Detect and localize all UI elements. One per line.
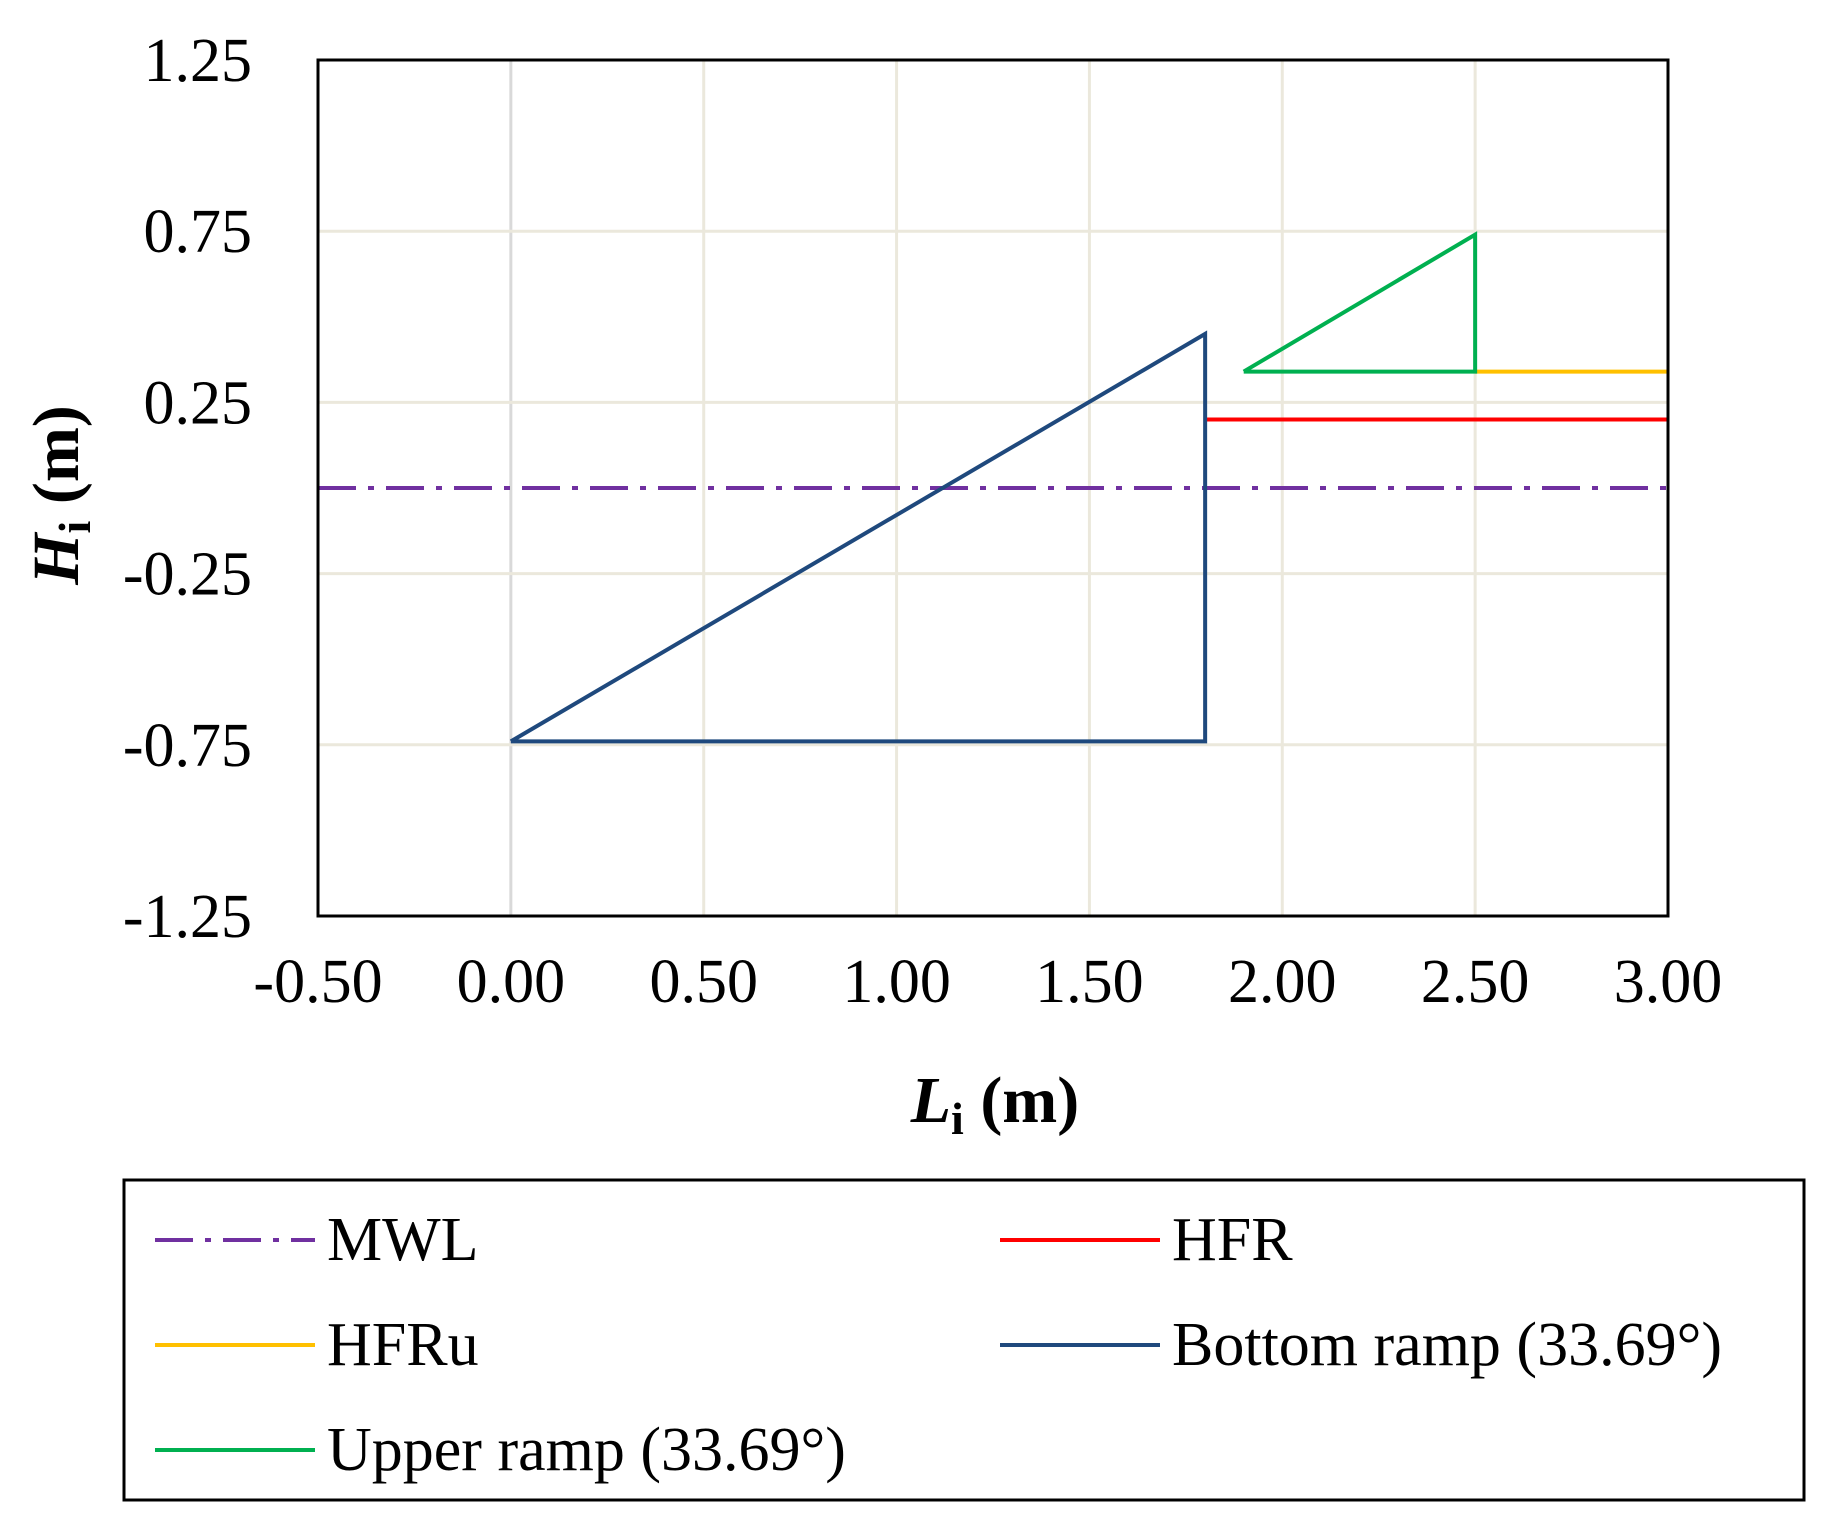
x-axis-title: Li (m)	[910, 1064, 1080, 1144]
legend-label: Upper ramp (33.69°)	[327, 1416, 846, 1484]
x-tick-labels: -0.50 0.00 0.50 1.00 1.50 2.00 2.50 3.00	[253, 948, 1722, 1016]
series-bottom-ramp-33-69	[509, 330, 1208, 744]
legend-label: HFRu	[327, 1311, 479, 1379]
legend-box	[122, 1178, 1806, 1502]
y-tick-label: -0.25	[123, 541, 252, 609]
x-tick-label: 2.50	[1421, 948, 1530, 1016]
legend-label: Bottom ramp (33.69°)	[1172, 1311, 1722, 1379]
y-tick-label: -1.25	[123, 883, 252, 951]
y-tick-labels: 1.25 0.75 0.25 -0.25 -0.75 -1.25	[123, 27, 252, 951]
x-tick-label: 1.00	[842, 948, 951, 1016]
y-tick-label: 0.75	[144, 198, 253, 266]
y-tick-label: -0.75	[123, 712, 252, 780]
x-tick-label: -0.50	[253, 948, 382, 1016]
x-tick-label: 0.00	[457, 948, 566, 1016]
y-tick-label: 1.25	[144, 27, 253, 95]
grid	[316, 58, 1670, 918]
plot-area-frame	[316, 58, 1670, 918]
x-tick-label: 1.50	[1035, 948, 1144, 1016]
x-tick-label: 2.00	[1228, 948, 1337, 1016]
legend-label: MWL	[327, 1206, 479, 1274]
legend: MWL HFR HFRu Bottom ramp (33.69°) Upper ramp…	[155, 1206, 1722, 1484]
x-tick-label: 3.00	[1614, 948, 1723, 1016]
legend-label: HFR	[1172, 1206, 1293, 1274]
series-layer	[318, 231, 1668, 744]
series-upper-ramp-33-69	[1242, 231, 1478, 374]
y-axis-title: Hi (m)	[20, 405, 100, 586]
y-tick-label: 0.25	[144, 369, 253, 437]
x-tick-label: 0.50	[649, 948, 758, 1016]
